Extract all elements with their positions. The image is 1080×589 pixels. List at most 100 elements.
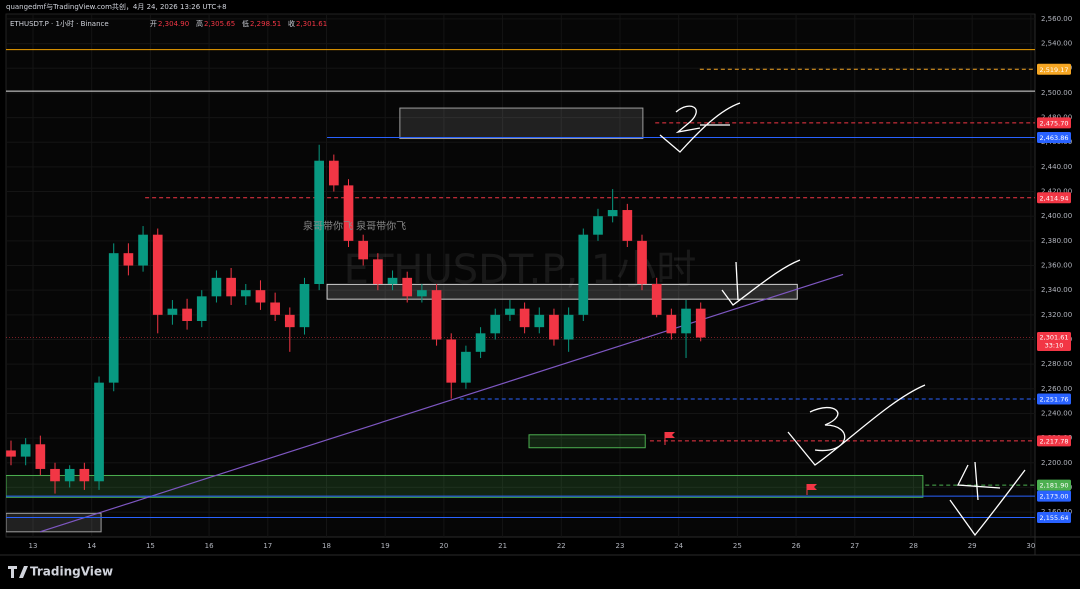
hand-1 (721, 259, 801, 306)
candle-body (681, 308, 691, 334)
candle-body (167, 308, 178, 315)
ohlc-name: 低 (242, 19, 249, 28)
flag (807, 484, 817, 490)
chart-annotation: 泉哥带你飞 泉哥带你飞 (303, 220, 406, 233)
y-tick-label: 2,400.00 (1041, 212, 1072, 220)
candle-body (563, 314, 574, 340)
price-label-bg (1037, 479, 1071, 491)
y-tick-label: 2,360.00 (1041, 262, 1072, 270)
candle-body (138, 234, 148, 266)
x-tick-label: 16 (205, 542, 214, 550)
candle-body (270, 302, 280, 315)
x-tick-label: 24 (674, 542, 683, 550)
hand-4 (949, 461, 1026, 537)
hand-3 (787, 384, 926, 466)
ohlc-value: 2,304.90 (158, 20, 189, 28)
zone (6, 474, 924, 498)
candle-body (519, 308, 530, 328)
price-label-bg (1037, 332, 1071, 352)
candle-body (50, 468, 60, 482)
x-tick-label: 29 (968, 542, 977, 550)
x-tick-label: 23 (616, 542, 625, 550)
price-label: 2,181.90 (1040, 482, 1069, 490)
price-label-bg (1037, 63, 1071, 75)
candle-body (314, 160, 325, 285)
y-tick-label: 2,260.00 (1041, 385, 1072, 393)
candle-body (534, 314, 545, 328)
price-label: 2,251.76 (1040, 395, 1069, 403)
candle-body (431, 290, 442, 340)
candle-body (64, 468, 75, 482)
x-tick-label: 13 (29, 542, 38, 550)
candle-body (651, 284, 662, 315)
x-tick-label: 28 (909, 542, 918, 550)
x-tick-label: 19 (381, 542, 390, 550)
candle-body (343, 185, 354, 241)
y-tick-label: 2,340.00 (1041, 286, 1072, 294)
countdown: 33:10 (1045, 342, 1064, 350)
ohlc-name: 开 (150, 20, 157, 28)
candle-body (475, 333, 486, 352)
candle-body (240, 290, 251, 297)
x-tick-label: 15 (146, 542, 155, 550)
candle-body (94, 382, 104, 482)
ohlc-name: 收 (288, 19, 295, 28)
candle-body (123, 253, 134, 266)
zone (326, 283, 798, 300)
y-tick-label: 2,420.00 (1041, 188, 1072, 196)
candle-body (35, 444, 46, 469)
candle-body (284, 314, 295, 328)
y-tick-label: 2,280.00 (1041, 360, 1072, 368)
candle-body (549, 314, 559, 340)
candle-body (358, 240, 369, 260)
header: quangedmf与TradingView.com共创，4月 24, 2026 … (6, 2, 227, 11)
price-label: 2,463.86 (1040, 134, 1069, 142)
y-tick-label: 2,320.00 (1041, 311, 1072, 319)
price-label-bg (1037, 490, 1071, 502)
candle-body (637, 240, 647, 285)
candle-body (196, 296, 207, 321)
price-label: 2,155.64 (1040, 514, 1069, 522)
price-label: 2,414.94 (1040, 194, 1069, 202)
candle-body (20, 444, 31, 457)
y-tick-label: 2,380.00 (1041, 237, 1072, 245)
price-label: 2,173.00 (1040, 493, 1069, 501)
trendline (39, 273, 844, 533)
x-tick-label: 17 (263, 542, 272, 550)
x-tick-label: 26 (792, 542, 801, 550)
price-label-bg (1037, 393, 1071, 405)
ohlc-value: 2,301.61 (296, 20, 327, 28)
y-tick-label: 2,560.00 (1041, 15, 1072, 23)
y-tick-label: 2,500.00 (1041, 89, 1072, 97)
logo-icon (8, 566, 28, 578)
candle-body (255, 290, 266, 303)
price-label-bg (1037, 435, 1071, 447)
x-tick-label: 30 (1026, 542, 1035, 550)
ohlc-value: 2,305.65 (204, 20, 235, 28)
candle-body (211, 277, 222, 297)
zone (528, 434, 646, 449)
x-tick-label: 14 (87, 542, 96, 550)
price-label: 2,301.61 (1040, 334, 1069, 342)
candle-body (182, 308, 192, 321)
price-label-bg (1037, 131, 1071, 143)
candle-body (578, 234, 589, 315)
price-label-bg (1037, 117, 1071, 129)
hand-2 (675, 105, 701, 134)
x-tick-label: 22 (557, 542, 566, 550)
candle-body (695, 308, 706, 338)
y-tick-label: 2,540.00 (1041, 40, 1072, 48)
candle-body (505, 308, 515, 315)
x-tick-label: 20 (439, 542, 448, 550)
brand: TradingView (30, 565, 113, 579)
symbol-line: ETHUSDT.P · 1小时 · Binance (10, 19, 109, 28)
zone (399, 107, 644, 140)
y-tick-label: 2,440.00 (1041, 163, 1072, 171)
candle-body (226, 277, 236, 297)
candle-body (666, 314, 677, 334)
candle-body (446, 339, 457, 383)
ohlc-value: 2,298.51 (250, 20, 281, 28)
x-tick-label: 27 (850, 542, 859, 550)
